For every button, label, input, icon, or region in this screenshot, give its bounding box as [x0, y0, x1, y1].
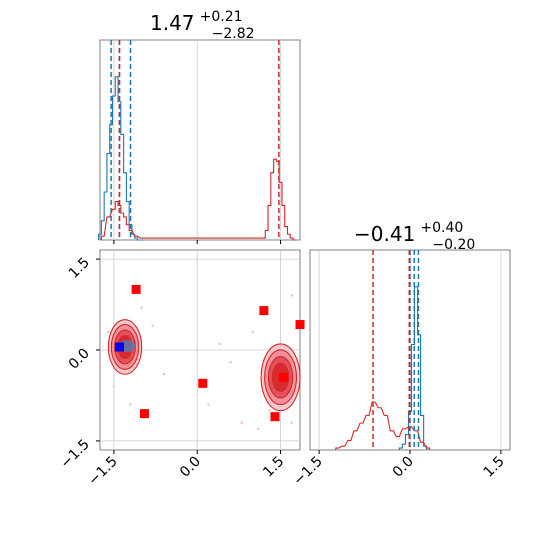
marginal-y-hist-blue: [398, 286, 428, 450]
joint-sample-dot: [290, 294, 293, 297]
joint-sample-dot: [240, 421, 243, 424]
joint-y-tick-label: 1.5: [66, 255, 93, 282]
marginal-y-x-tick-label: −1.5: [291, 454, 326, 489]
joint-x-tick-label: −1.5: [85, 454, 120, 489]
joint-red-marker: [139, 409, 149, 419]
joint-red-marker: [270, 412, 280, 422]
joint-sample-dot: [129, 403, 132, 406]
marginal-x-title-value: 1.47: [150, 11, 195, 35]
joint-sample-dot: [290, 421, 293, 424]
joint-sample-dot: [251, 330, 254, 334]
marginal-x-title-sub: −2.82: [212, 26, 255, 42]
joint-blue-marker: [114, 342, 124, 352]
joint-sample-dot: [162, 373, 166, 376]
marginal-x-title: 1.47 +0.21 −2.82: [150, 6, 255, 42]
joint-sample-dot: [229, 360, 232, 364]
joint-red-marker: [259, 306, 269, 316]
joint-sample-dot: [140, 306, 143, 309]
joint-y-tick-label: 0.0: [66, 346, 93, 373]
marginal-y-title: −0.41 +0.40 −0.20: [354, 217, 475, 253]
joint-sample-dot: [107, 330, 110, 334]
joint-sample-dot: [268, 409, 271, 412]
joint-sample-dot: [151, 324, 154, 327]
joint-sample-dot: [218, 342, 221, 346]
joint-red-marker: [131, 284, 141, 294]
marginal-y-hist-red: [335, 401, 431, 450]
joint-red-marker: [295, 320, 305, 330]
joint-x-tick-label: 0.0: [177, 454, 204, 481]
marginal-y-x-tick-label: 0.0: [390, 454, 417, 481]
joint-sample-dot: [112, 385, 116, 388]
joint-red-marker: [198, 378, 208, 388]
joint-y-tick-label: −1.5: [57, 436, 92, 471]
marginal-y-panel: −1.5 0.0 1.5 −0.41 +0.40 −0.20: [291, 217, 511, 489]
marginal-y-title-value: −0.41: [354, 222, 415, 246]
marginal-x-title-sup: +0.21: [200, 9, 243, 25]
marginal-x-frame: [99, 39, 301, 241]
marginal-y-title-sub: −0.20: [432, 237, 475, 253]
joint-sample-dot: [207, 403, 210, 406]
joint-red-marker: [278, 372, 288, 382]
marginal-y-title-sup: +0.40: [420, 220, 463, 236]
joint-sample-dot: [257, 427, 260, 430]
marginal-x-hist-red: [100, 158, 296, 241]
joint-panel: −1.5 0.0 1.5 −1.5 0.0 1.5: [57, 249, 305, 489]
marginal-x-panel: 1.47 +0.21 −2.82: [98, 6, 301, 244]
marginal-y-x-tick-label: 1.5: [481, 454, 508, 481]
joint-x-tick-label: 1.5: [260, 454, 287, 481]
